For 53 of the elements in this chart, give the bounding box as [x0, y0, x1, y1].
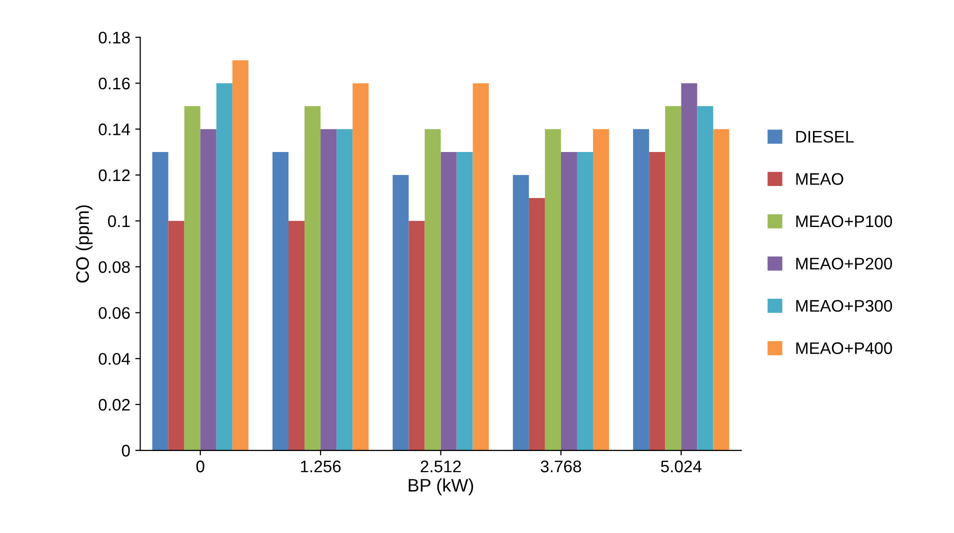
bar: [593, 129, 610, 450]
x-tick-label: 3.768: [540, 460, 582, 472]
bar: [424, 129, 441, 450]
y-tick-label: 0.06: [98, 307, 130, 319]
bar: [512, 175, 529, 450]
y-tick-label: 0.18: [98, 32, 130, 44]
bar: [408, 220, 425, 450]
y-tick-label: 0.08: [98, 261, 130, 273]
bar: [168, 220, 184, 450]
y-tick-label: 0.16: [98, 78, 130, 90]
legend-label: MEAO+P200: [796, 258, 892, 270]
x-axis-title: BP (kW): [408, 478, 474, 496]
y-axis-title: CO (ppm): [76, 205, 93, 283]
y-tick-label: 0.1: [108, 215, 130, 228]
bar: [633, 129, 650, 450]
bar: [216, 83, 232, 450]
bar: [649, 152, 666, 450]
bar: [456, 152, 473, 450]
bar: [560, 152, 577, 450]
bar: [697, 106, 714, 450]
bar: [681, 83, 698, 450]
y-tick-label: 0.02: [98, 398, 130, 411]
bar: [272, 152, 288, 450]
y-tick-label: 0: [122, 444, 130, 457]
legend-label: DIESEL: [796, 130, 854, 143]
legend-label: MEAO: [796, 173, 844, 185]
x-tick-label: 1.256: [300, 460, 341, 472]
y-tick-label: 0.14: [98, 124, 130, 136]
x-tick-label: 5.024: [660, 460, 702, 472]
bar: [352, 83, 369, 450]
y-tick-label: 0.04: [98, 352, 130, 365]
y-tick-label: 0.12: [98, 169, 130, 182]
bar: [576, 152, 594, 450]
bar: [528, 198, 545, 450]
bar: [336, 129, 353, 450]
x-tick-label: 0: [196, 460, 204, 472]
bar: [472, 83, 489, 450]
bar: [713, 129, 730, 450]
bar: [288, 220, 305, 450]
bar: [232, 60, 248, 450]
bar: [184, 106, 200, 450]
legend-label: MEAO+P400: [796, 342, 892, 354]
bar: [304, 106, 321, 450]
x-tick-label: 2.512: [420, 460, 461, 472]
bar: [665, 106, 682, 450]
bar: [440, 152, 457, 450]
bar: [200, 129, 216, 450]
bar: [152, 152, 168, 450]
legend-label: MEAO+P300: [796, 300, 892, 312]
bar: [320, 129, 337, 450]
bar: [544, 129, 561, 450]
bar: [392, 175, 409, 450]
legend-label: MEAO+P100: [796, 215, 892, 228]
